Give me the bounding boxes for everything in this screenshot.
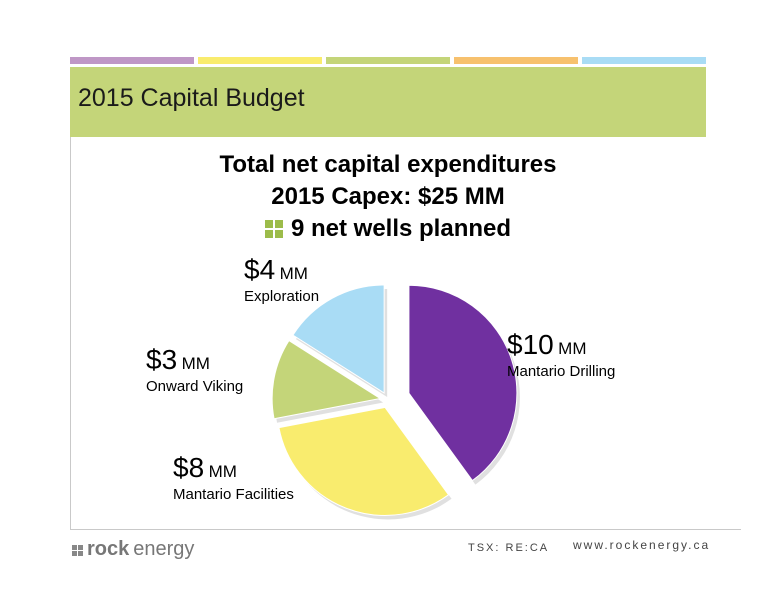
logo-text-light: energy — [133, 538, 195, 560]
website-url[interactable]: www.rockenergy.ca — [573, 538, 711, 552]
slice-label-mantario-drilling: $10 MM Mantario Drilling — [507, 330, 615, 382]
slice-label-exploration: $4 MM Exploration — [244, 255, 319, 307]
accent-bar-purple — [70, 57, 194, 64]
accent-bar-orange — [454, 57, 578, 64]
chart-heading-line2: 2015 Capex: $25 MM — [271, 183, 505, 210]
stock-ticker: TSX: RE:CA — [468, 542, 550, 554]
slice-unit: MM — [279, 264, 308, 283]
slice-name: Exploration — [244, 288, 320, 305]
pie-slice-mantario-drilling — [408, 284, 518, 482]
slice-amount: $4 — [244, 254, 276, 285]
slice-name: Mantario Drilling — [507, 363, 616, 380]
title-band: 2015 Capital Budget — [70, 67, 706, 137]
slice-amount: $8 — [173, 452, 205, 483]
accent-bar-green — [326, 57, 450, 64]
slice-amount: $3 — [146, 344, 178, 375]
pie-slice-mantario-facilities — [278, 406, 450, 516]
logo-grid-icon — [72, 545, 83, 556]
chart-heading-line1: Total net capital expenditures — [219, 151, 557, 178]
content-frame — [70, 137, 741, 530]
accent-bar-yellow — [198, 57, 322, 64]
pie-slice-exploration — [292, 284, 385, 394]
accent-color-bars — [70, 57, 706, 64]
slide-title: 2015 Capital Budget — [78, 84, 305, 112]
slice-name: Mantario Facilities — [173, 486, 294, 503]
slice-amount: $10 — [507, 329, 554, 360]
wells-planned-line: 9 net wells planned — [150, 215, 626, 243]
slice-unit: MM — [181, 354, 210, 373]
slice-name: Onward Viking — [146, 378, 244, 395]
rockenergy-logo: rock energy — [72, 538, 194, 561]
wells-planned-text: 9 net wells planned — [290, 215, 512, 242]
slice-unit: MM — [208, 462, 237, 481]
slice-label-onward-viking: $3 MM Onward Viking — [146, 345, 243, 397]
slice-unit: MM — [558, 339, 587, 358]
logo-text-bold: rock — [87, 538, 130, 560]
pie-slice-onward-viking — [271, 339, 382, 420]
accent-bar-blue — [582, 57, 706, 64]
wells-grid-icon — [264, 220, 283, 238]
slice-label-mantario-facilities: $8 MM Mantario Facilities — [173, 453, 294, 505]
